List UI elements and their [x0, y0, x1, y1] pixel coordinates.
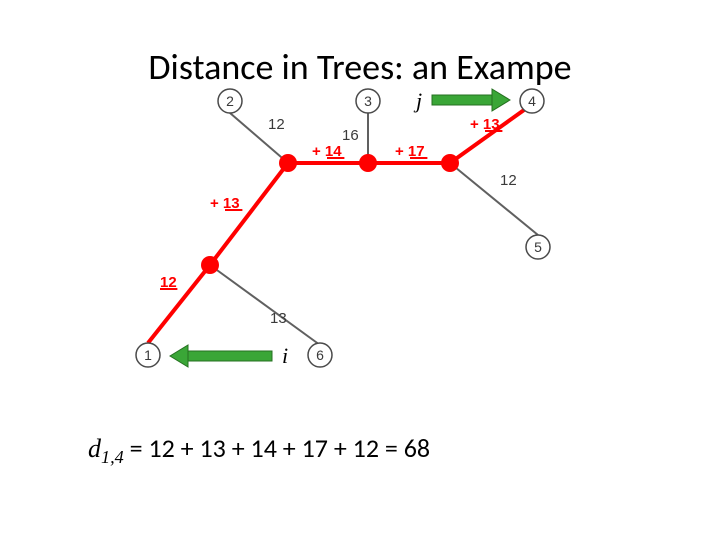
pointer-overlay: ij [0, 0, 720, 540]
pointer-label: j [413, 88, 422, 113]
pointer-arrow [432, 89, 510, 111]
pointer-arrow [170, 345, 272, 367]
pointer-label: i [282, 343, 288, 368]
slide: Distance in Trees: an Exampe 1216131212+… [0, 0, 720, 540]
